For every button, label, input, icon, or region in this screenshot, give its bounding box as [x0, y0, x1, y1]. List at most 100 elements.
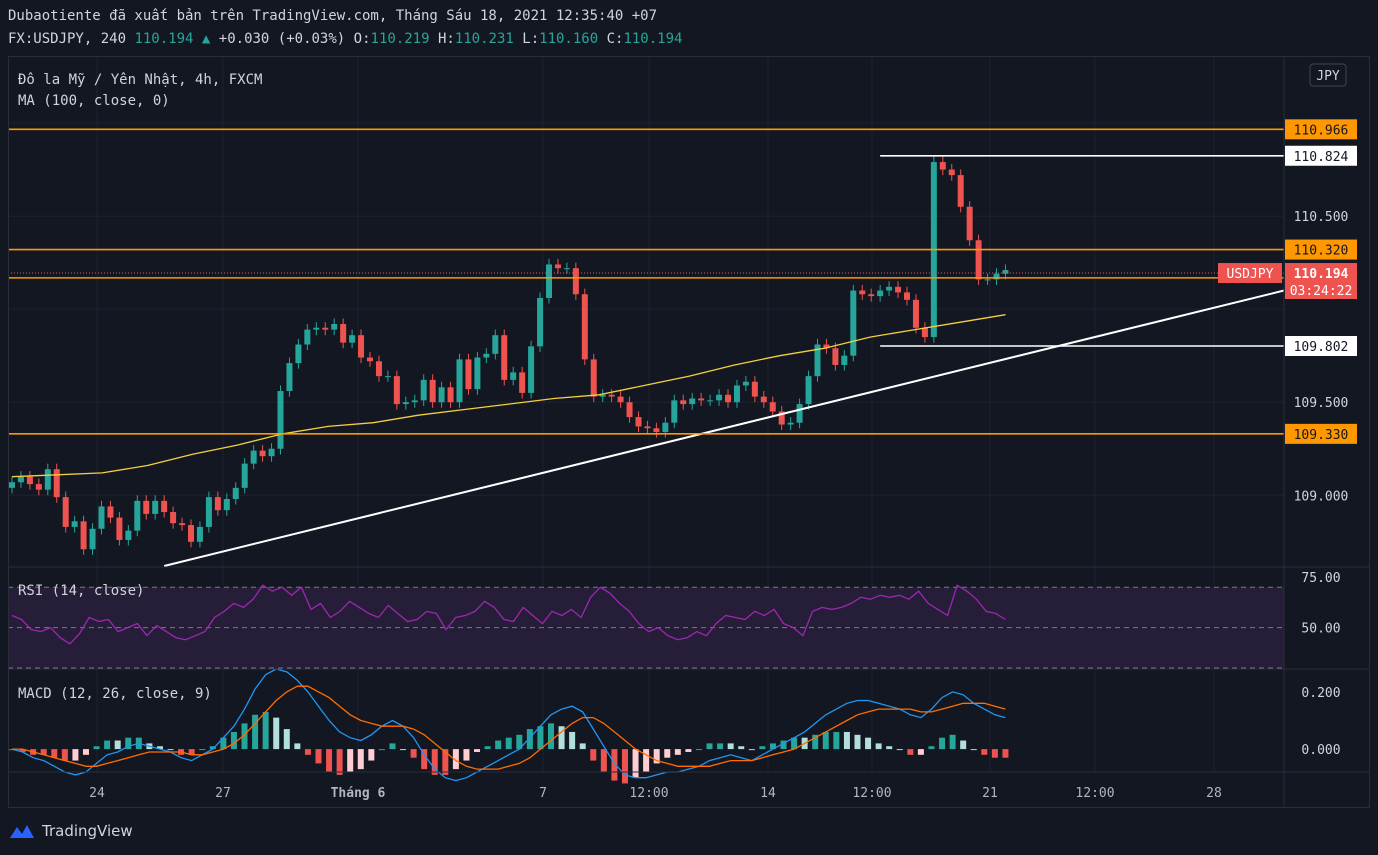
candle-body [98, 506, 105, 529]
macd-histogram-bar [315, 749, 322, 764]
candle-body [26, 476, 33, 485]
macd-histogram-bar [304, 749, 311, 755]
candle-body [975, 240, 982, 280]
candle-body [295, 344, 302, 364]
macd-histogram-bar [389, 743, 396, 750]
x-tick-label: 12:00 [629, 786, 668, 801]
candle-body [483, 353, 490, 358]
macd-histogram-bar [991, 749, 998, 758]
candle-body [125, 530, 132, 540]
symbol-tag-label: USDJPY [1227, 267, 1274, 282]
macd-histogram-bar [949, 734, 956, 750]
high-label: H: [437, 31, 455, 47]
macd-histogram-bar [653, 749, 660, 764]
footer[interactable]: TradingView [8, 820, 133, 842]
candle-body [519, 372, 526, 393]
price-pane[interactable] [8, 128, 1285, 567]
macd-histogram-bar [748, 749, 755, 751]
candle-body [939, 162, 946, 170]
chart-area[interactable]: 24 27 Tháng 6 7 12:00 14 12:00 21 12:00 28 109.000… [8, 56, 1370, 808]
macd-histogram-bar [917, 749, 924, 755]
candle-body [912, 299, 919, 328]
price-tick-label: 109.500 [1294, 396, 1349, 411]
candle-body [62, 497, 69, 527]
candle-body [868, 294, 875, 297]
low-value: 110.160 [539, 31, 599, 47]
macd-histogram-bar [537, 726, 544, 750]
macd-histogram-bar [400, 749, 407, 751]
candle-body [707, 400, 714, 402]
candle-body [751, 381, 758, 397]
open-value: 110.219 [370, 31, 430, 47]
candle-body [599, 394, 606, 397]
macd-histogram-bar [759, 746, 766, 750]
rsi-pane[interactable] [8, 584, 1284, 669]
macd-histogram-bar [19, 749, 26, 752]
candle-body [196, 526, 203, 542]
candle-body [850, 290, 857, 356]
macd-histogram-bar [82, 749, 89, 755]
ohlc-line: FX:USDJPY, 240 110.194 ▲ +0.030 (+0.03%)… [8, 31, 682, 47]
x-tick-label: 27 [215, 786, 231, 801]
high-value: 110.231 [454, 31, 514, 47]
candle-body [420, 379, 427, 401]
candle-body [895, 286, 902, 293]
countdown-label: 03:24:22 [1290, 284, 1353, 299]
candle-body [877, 290, 884, 297]
candle-body [841, 355, 848, 365]
symbol-tag [1218, 263, 1282, 284]
macd-histogram-bar [896, 749, 903, 751]
candle-body [993, 273, 1000, 280]
candle-body [662, 422, 669, 432]
candle-body [733, 385, 740, 403]
candle-body [53, 469, 60, 498]
level-price-tag [1285, 239, 1357, 260]
candle-body [957, 175, 964, 207]
macd-histogram-bar [727, 743, 734, 750]
current-price-tag [1285, 263, 1357, 300]
legend-macd: MACD (12, 26, close, 9) [18, 686, 212, 702]
macd-histogram-bar [643, 749, 650, 772]
macd-histogram-bar [981, 749, 988, 755]
macd-histogram-bar [664, 749, 671, 758]
candle-body [214, 497, 221, 511]
candle-body [644, 426, 651, 429]
macd-histogram-bar [611, 749, 618, 781]
macd-histogram-bar [674, 749, 681, 755]
candle-body [832, 348, 839, 365]
macd-histogram-bar [706, 743, 713, 750]
macd-histogram-bar [939, 737, 946, 750]
currency-button[interactable]: JPY [1309, 63, 1347, 87]
close-label: C: [606, 31, 624, 47]
macd-histogram-bar [822, 731, 829, 750]
macd-histogram-bar [569, 731, 576, 750]
candle-body [966, 206, 973, 241]
macd-histogram-bar [230, 731, 237, 750]
macd-histogram-bar [431, 749, 438, 775]
macd-histogram-bar [928, 746, 935, 750]
candle-body [501, 335, 508, 380]
currency-label: JPY [1316, 69, 1340, 84]
candle-body [17, 476, 24, 483]
macd-histogram-bar [220, 737, 227, 750]
macd-histogram-bar [685, 749, 692, 752]
x-tick-label: 21 [982, 786, 998, 801]
candle-body [921, 327, 928, 338]
candle-body [805, 376, 812, 405]
candle-body [384, 376, 391, 378]
macd-pane[interactable] [9, 668, 1009, 784]
candle-body [134, 500, 141, 531]
tradingview-logo-icon [10, 825, 34, 838]
price-change: +0.030 (+0.03%) [218, 31, 346, 47]
macd-histogram-bar [252, 714, 259, 750]
candle-body [528, 346, 535, 393]
candle-body [286, 363, 293, 392]
hline-price-label: 110.824 [1294, 150, 1349, 165]
macd-histogram-bar [717, 743, 724, 750]
macd-histogram-bar [104, 740, 111, 750]
x-tick-label: 12:00 [1075, 786, 1114, 801]
candle-body [796, 404, 803, 423]
candle-body [349, 335, 356, 343]
ma100-line [11, 314, 1006, 478]
candle-body [904, 292, 910, 300]
